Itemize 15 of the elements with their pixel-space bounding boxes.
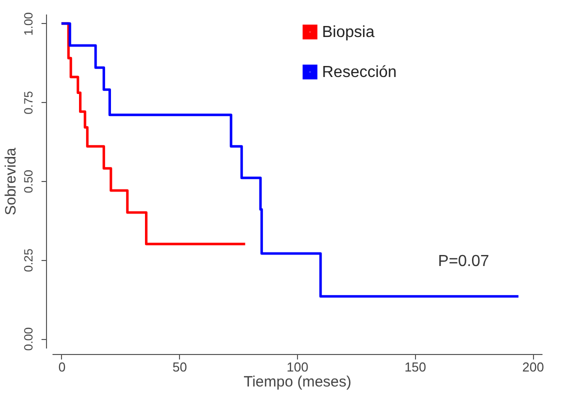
- x-tick-label: 100: [286, 360, 308, 374]
- y-tick-label: 1.00: [22, 12, 36, 36]
- y-tick-label: 0.25: [22, 248, 36, 272]
- y-axis-title: Sobrevida: [2, 147, 20, 216]
- annotation: P=0.07: [438, 253, 490, 270]
- x-axis-title: Tiempo (meses): [244, 374, 352, 390]
- y-tick-label: 0.00: [22, 327, 36, 351]
- x-tick-label: 50: [172, 360, 187, 374]
- legend-label: Resección: [322, 64, 397, 81]
- x-tick-label: 0: [58, 360, 66, 374]
- x-tick-label: 200: [522, 360, 544, 374]
- y-tick-label: 0.75: [22, 90, 36, 114]
- x-tick-label: 150: [404, 360, 426, 374]
- legend-label: Biopsia: [322, 24, 375, 41]
- y-tick-label: 0.50: [22, 170, 36, 194]
